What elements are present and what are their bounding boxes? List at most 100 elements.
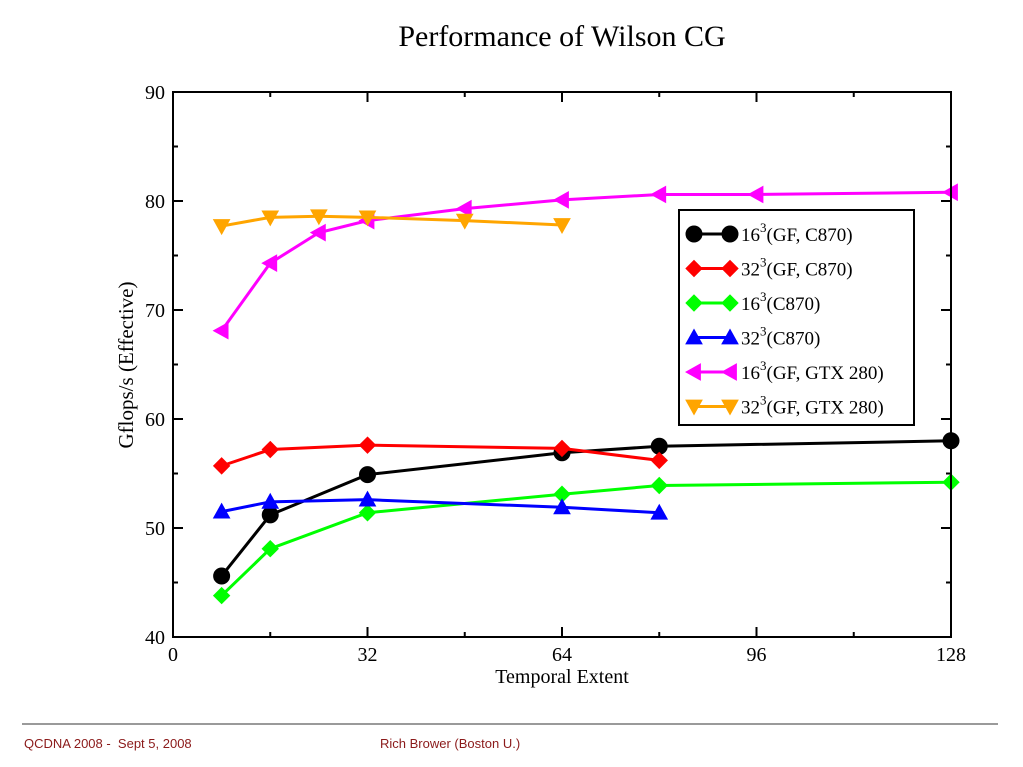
data-point <box>358 436 377 454</box>
plot-frame <box>172 91 952 638</box>
data-point <box>212 586 231 605</box>
y-tick-label: 60 <box>145 409 165 431</box>
axis-ticks: 40 50 60 70 80 90 0 32 64 96 128 <box>145 82 966 666</box>
data-point <box>261 506 279 524</box>
legend-marker <box>685 259 703 278</box>
legend-label-base: 16 <box>741 294 760 315</box>
data-point <box>310 209 328 226</box>
legend-label: 323(GF, C870) <box>741 255 853 281</box>
legend-marker <box>721 225 739 243</box>
legend-entry: 323(C870) <box>685 324 820 350</box>
legend-label-base: 32 <box>741 260 760 281</box>
series-3 <box>212 490 669 520</box>
legend-entry: 323(GF, C870) <box>685 255 853 281</box>
x-tick-label: 96 <box>747 644 767 666</box>
footer-author-text: Rich Brower (Boston U.) <box>380 736 521 751</box>
series-0 <box>213 432 960 585</box>
legend-label-superscript: 3 <box>760 358 767 373</box>
legend-marker <box>685 225 703 243</box>
data-point <box>650 185 667 204</box>
series-4 <box>212 183 958 340</box>
legend-label: 323(C870) <box>741 324 820 350</box>
legend-label: 323(GF, GTX 280) <box>741 393 884 419</box>
series-1 <box>212 436 668 475</box>
legend-box <box>678 209 915 426</box>
data-point <box>650 451 668 470</box>
data-point <box>358 210 377 227</box>
data-point <box>212 502 231 519</box>
legend-marker <box>721 294 739 312</box>
x-tick-label: 128 <box>936 644 966 666</box>
series-layer <box>212 183 960 605</box>
y-axis-label: Gflops/s (Effective) <box>114 282 138 449</box>
legend-label-base: 32 <box>741 398 760 419</box>
data-point <box>455 213 474 230</box>
legend-entry: 163(C870) <box>685 289 820 315</box>
x-tick-label: 32 <box>358 644 378 666</box>
legend-label: 163(C870) <box>741 289 820 315</box>
y-tick-label: 50 <box>145 518 165 540</box>
footer-divider <box>22 723 998 725</box>
data-point <box>553 498 571 515</box>
data-point <box>552 191 569 209</box>
series-line <box>221 443 660 468</box>
data-point <box>213 567 231 585</box>
data-point <box>309 223 326 242</box>
legend-marker <box>685 294 703 312</box>
data-point <box>553 218 571 235</box>
legend-label-suffix: (C870) <box>767 294 821 315</box>
series-line <box>221 214 563 228</box>
legend-marker <box>720 363 737 381</box>
data-point <box>212 321 229 340</box>
legend-marker <box>721 259 739 278</box>
data-point <box>358 490 377 507</box>
series-5 <box>212 209 571 236</box>
legend-label-suffix: (GF, GTX 280) <box>767 398 884 419</box>
legend-entry: 163(GF, C870) <box>685 220 853 246</box>
legend-label: 163(GF, GTX 280) <box>741 358 884 384</box>
data-point <box>261 254 278 272</box>
legend-label-suffix: (GF, C870) <box>767 260 853 281</box>
data-point <box>212 457 231 475</box>
data-point <box>650 476 668 495</box>
x-axis-label: Temporal Extent <box>495 666 629 688</box>
legend-label-suffix: (C870) <box>767 329 821 350</box>
legend-label: 163(GF, C870) <box>741 220 853 246</box>
y-tick-label: 90 <box>145 82 165 104</box>
legend-marker <box>684 363 701 381</box>
legend-label-superscript: 3 <box>760 220 767 235</box>
data-point <box>553 439 571 458</box>
data-point <box>261 210 280 227</box>
data-point <box>747 185 764 204</box>
legend-label-base: 16 <box>741 363 760 384</box>
data-point <box>261 540 279 558</box>
data-point <box>261 492 280 509</box>
series-line <box>220 439 952 577</box>
legend-label-suffix: (GF, C870) <box>767 225 853 246</box>
legend-label-suffix: (GF, GTX 280) <box>767 363 884 384</box>
data-point <box>212 219 231 236</box>
legend-entry: 163(GF, GTX 280) <box>684 358 884 384</box>
y-tick-label: 70 <box>145 300 165 322</box>
y-tick-label: 40 <box>145 627 165 649</box>
data-point <box>650 503 669 520</box>
data-point <box>455 199 472 218</box>
data-point <box>359 466 376 484</box>
data-point <box>261 440 279 459</box>
x-tick-label: 64 <box>552 644 572 666</box>
legend-marker <box>721 399 739 416</box>
legend-label-superscript: 3 <box>760 255 767 270</box>
y-tick-label: 80 <box>145 191 165 213</box>
footer-event-text: QCDNA 2008 - Sept 5, 2008 <box>24 736 192 751</box>
legend-marker <box>685 328 703 345</box>
x-tick-label: 0 <box>168 644 178 666</box>
legend-marker <box>721 328 739 345</box>
legend-label-superscript: 3 <box>760 289 767 304</box>
chart-title: Performance of Wilson CG <box>398 20 725 53</box>
legend-label-superscript: 3 <box>760 393 767 408</box>
legend-label-base: 32 <box>741 329 760 350</box>
legend-label-superscript: 3 <box>760 324 767 339</box>
legend-marker <box>685 399 703 416</box>
legend-label-base: 16 <box>741 225 760 246</box>
